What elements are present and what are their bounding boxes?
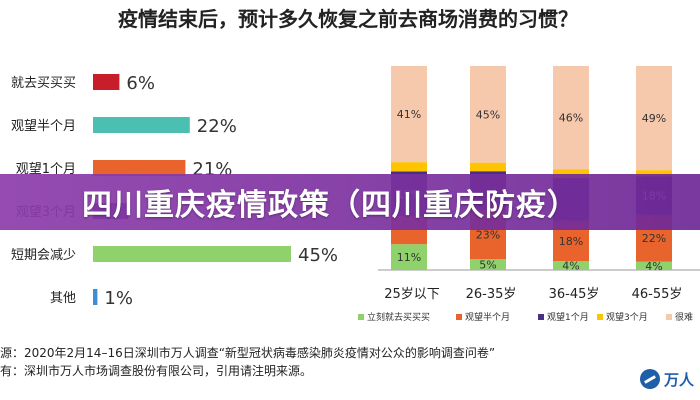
bar [93, 117, 190, 133]
category-label: 观望1个月 [16, 161, 76, 177]
segment-label: 46% [559, 112, 583, 125]
segment-label: 22% [642, 232, 666, 245]
stack-segment [391, 66, 427, 163]
logo-text: 万人 [664, 370, 695, 389]
category-label: 就去买买买 [11, 76, 76, 91]
legend-label: 观望1个月 [547, 311, 589, 323]
legend-swatch [538, 314, 544, 320]
x-tick-label: 36-45岁 [549, 287, 600, 302]
stack-segment [636, 66, 672, 171]
value-label: 45% [298, 245, 338, 266]
x-tick-label: 25岁以下 [384, 287, 440, 302]
overlay-banner: 四川重庆疫情政策（四川重庆防疫） [0, 174, 700, 230]
category-label: 其他 [50, 291, 76, 306]
segment-label: 5% [479, 259, 496, 272]
legend-label: 立刻就去买买买 [367, 311, 430, 323]
bar [93, 289, 98, 305]
segment-label: 45% [476, 108, 500, 121]
legend-swatch [456, 314, 462, 320]
segment-label: 4% [562, 260, 579, 273]
chart-title: 疫情结束后，预计多久恢复之前去商场消费的习惯？ [118, 7, 578, 31]
bar [93, 160, 186, 176]
legend-swatch [597, 314, 603, 320]
stack-segment [470, 66, 506, 163]
legend-label: 观望半个月 [465, 311, 510, 323]
segment-label: 23% [476, 229, 500, 242]
stack-segment [470, 162, 506, 172]
x-tick-label: 26-35岁 [466, 287, 517, 302]
value-label: 1% [104, 288, 133, 309]
stack-segment [391, 162, 427, 172]
value-label: 22% [197, 116, 237, 137]
stack-segment [470, 259, 506, 270]
category-label: 短期会减少 [11, 248, 76, 263]
bar [93, 246, 291, 262]
stack-segment [553, 169, 589, 179]
stack-segment [636, 261, 672, 270]
banner-text: 四川重庆疫情政策（四川重庆防疫） [82, 188, 578, 223]
brand-logo: 万人 [640, 366, 700, 392]
stack-segment [391, 244, 427, 270]
x-tick-label: 46-55岁 [632, 287, 683, 302]
bar [93, 74, 120, 90]
segment-label: 41% [397, 108, 421, 121]
legend-swatch [358, 314, 364, 320]
copyright-note: 有：深圳市万人市场调查股份有限公司，引用请注明来源。 [0, 364, 313, 378]
source-note: 源：2020年2月14–16日深圳市万人调查“新型冠状病毒感染肺炎疫情对公众的影… [0, 346, 496, 360]
stack-segment [636, 170, 672, 177]
segment-label: 11% [397, 251, 421, 264]
legend-label: 观望3个月 [606, 311, 648, 323]
logo-icon [640, 369, 660, 389]
category-label: 观望半个月 [11, 118, 76, 134]
stack-segment [553, 261, 589, 270]
segment-label: 18% [559, 235, 583, 248]
value-label: 6% [126, 73, 155, 94]
stack-segment [553, 66, 589, 170]
segment-label: 4% [645, 260, 662, 273]
legend-label: 很难 [675, 311, 693, 323]
legend-swatch [666, 314, 672, 320]
segment-label: 49% [642, 112, 666, 125]
